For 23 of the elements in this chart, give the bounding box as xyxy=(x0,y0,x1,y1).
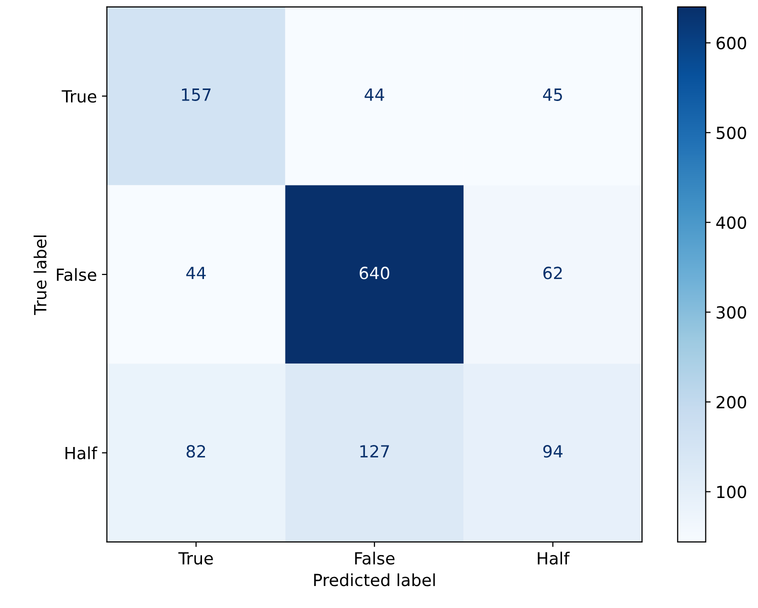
color-bar-label: 100 xyxy=(717,486,746,498)
data-label: 127 xyxy=(360,445,389,458)
y-tick-label: True xyxy=(62,90,96,103)
data-label: 44 xyxy=(364,88,384,101)
y-tick-label: False xyxy=(56,268,96,282)
x-axis-title: Predicted label xyxy=(314,573,435,586)
data-label: 45 xyxy=(543,88,562,101)
y-tick-label: Half xyxy=(66,446,98,460)
data-label: 640 xyxy=(360,266,390,280)
y-axis-title: True label xyxy=(34,236,47,315)
color-bar-label: 300 xyxy=(716,306,746,319)
x-tick-label: False xyxy=(355,552,394,565)
data-label: 44 xyxy=(186,266,206,280)
x-tick-label: Half xyxy=(538,552,570,565)
x-tick-label: True xyxy=(178,552,213,565)
data-label: 94 xyxy=(543,445,563,458)
data-label: 62 xyxy=(543,266,562,280)
data-label: 82 xyxy=(186,445,206,458)
data-label: 157 xyxy=(182,88,211,101)
color-bar-label: 600 xyxy=(716,36,746,50)
color-bar-label: 200 xyxy=(716,396,746,408)
color-bar-label: 500 xyxy=(716,126,746,140)
color-bar-label: 400 xyxy=(716,216,746,229)
